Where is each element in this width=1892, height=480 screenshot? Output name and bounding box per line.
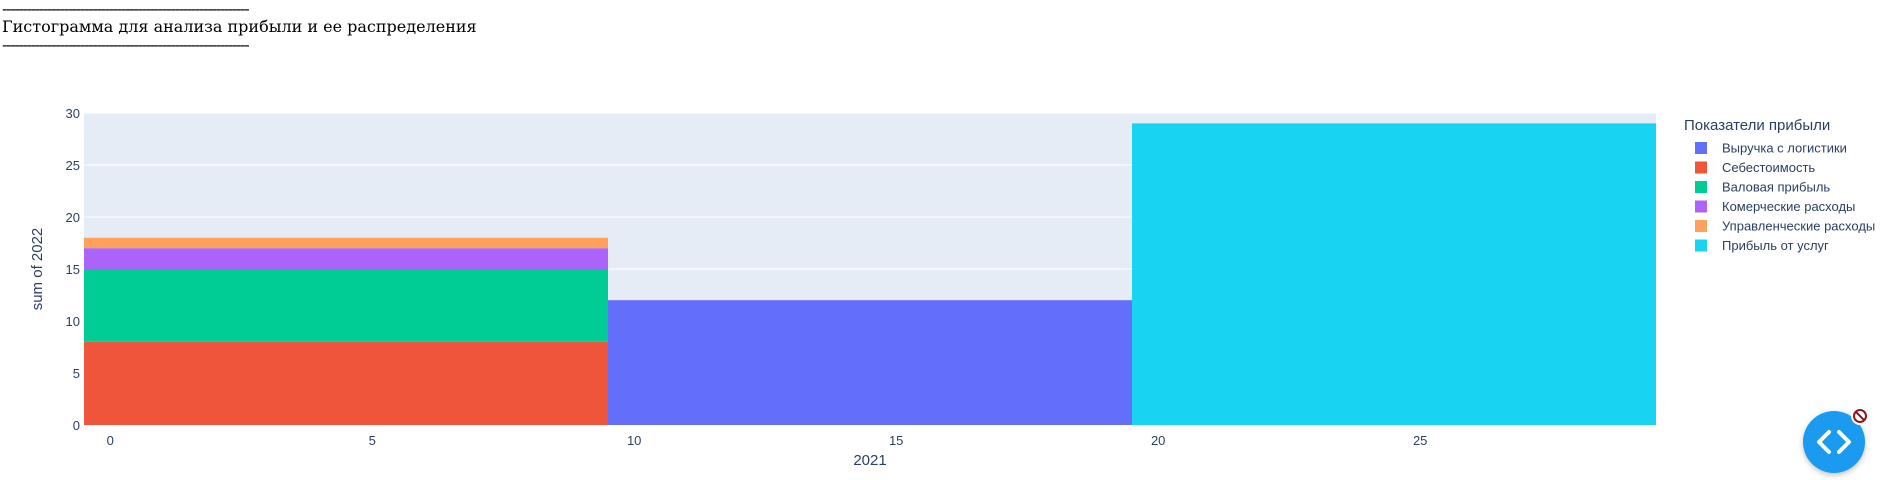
y-tick-label: 10	[66, 314, 80, 329]
code-icon	[1817, 430, 1851, 454]
bar-segment[interactable]	[84, 341, 608, 425]
legend-item-label[interactable]: Выручка с логистики	[1722, 141, 1847, 156]
bar-segment[interactable]	[1132, 123, 1656, 426]
y-axis-title: sum of 2022	[29, 228, 46, 311]
bar-segment[interactable]	[84, 237, 608, 249]
legend-item-label[interactable]: Валовая прибыль	[1722, 180, 1830, 195]
x-tick-label: 5	[369, 433, 376, 448]
y-tick-label: 25	[66, 158, 80, 173]
x-axis-ticks: 0 5 10 15 20 25	[107, 433, 1428, 448]
legend-swatch[interactable]	[1695, 200, 1707, 213]
blocked-icon	[1853, 409, 1867, 423]
y-tick-label: 15	[66, 262, 80, 277]
legend-item-label[interactable]: Комерческие расходы	[1722, 199, 1855, 214]
x-tick-label: 20	[1151, 433, 1165, 448]
y-tick-label: 20	[66, 210, 80, 225]
legend-swatch[interactable]	[1695, 181, 1707, 193]
bar-segment[interactable]	[84, 248, 608, 269]
y-axis-ticks: 0 5 10 15 20 25 30	[66, 106, 80, 433]
legend-title: Показатели прибыли	[1684, 117, 1830, 134]
legend: Показатели прибыли Выручка с логистики Се…	[1684, 117, 1875, 253]
x-tick-label: 10	[627, 433, 641, 448]
page-header: ----------------------------------------…	[2, 0, 477, 54]
x-tick-label: 15	[889, 433, 903, 448]
x-axis-title: 2021	[853, 452, 886, 469]
legend-swatch[interactable]	[1695, 161, 1707, 174]
y-tick-label: 0	[73, 418, 80, 433]
legend-swatch[interactable]	[1695, 142, 1707, 154]
bar-segment[interactable]	[84, 269, 608, 342]
y-tick-label: 30	[66, 106, 80, 121]
legend-item-label[interactable]: Управленческие расходы	[1722, 219, 1875, 234]
legend-item-label[interactable]: Себестоимость	[1722, 160, 1815, 175]
legend-swatch[interactable]	[1695, 239, 1707, 252]
header-rule-top: ----------------------------------------…	[2, 0, 250, 18]
bars	[84, 123, 1656, 426]
x-tick-label: 25	[1413, 433, 1427, 448]
blocked-badge[interactable]	[1851, 407, 1869, 425]
legend-swatch[interactable]	[1695, 220, 1707, 232]
x-tick-label: 0	[107, 433, 114, 448]
page-title: Гистограмма для анализа прибыли и ее рас…	[2, 17, 477, 36]
legend-item-label[interactable]: Прибыль от услуг	[1722, 238, 1829, 253]
y-tick-label: 5	[73, 366, 80, 381]
header-rule-bottom: ----------------------------------------…	[2, 35, 250, 54]
bar-segment[interactable]	[608, 300, 1132, 425]
